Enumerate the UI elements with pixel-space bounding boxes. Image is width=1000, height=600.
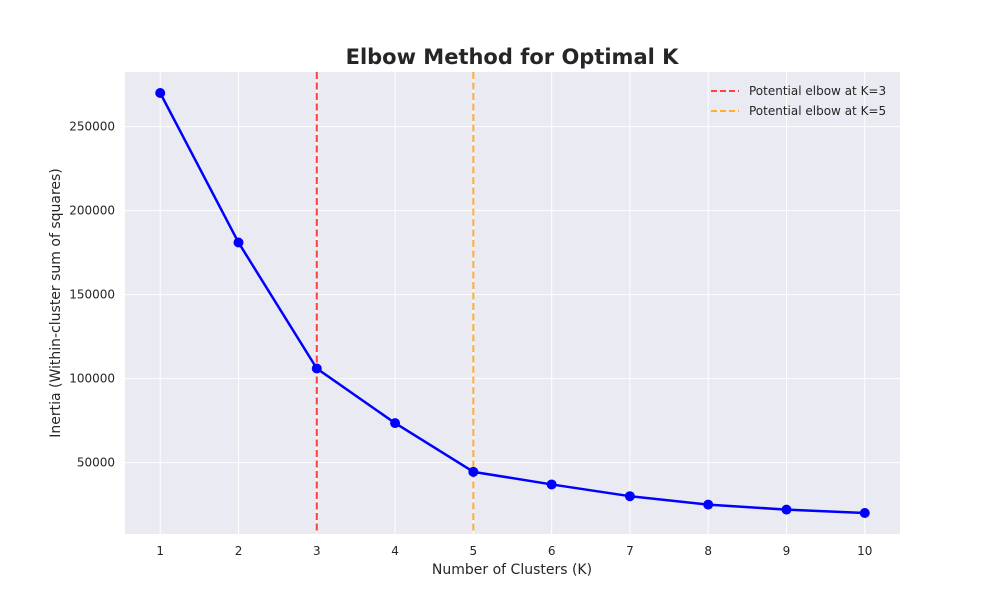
data-point	[781, 504, 792, 515]
series-line	[159, 92, 865, 515]
y-tick-labels: 50000 100000 150000 200000 250000	[69, 120, 115, 470]
x-tick-label: 8	[704, 544, 712, 558]
data-point	[311, 363, 322, 374]
elbow-lines	[315, 72, 475, 534]
y-axis-label: Inertia (Within-cluster sum of squares)	[48, 168, 64, 438]
x-tick-label: 3	[313, 544, 321, 558]
y-tick-label: 100000	[69, 372, 115, 386]
x-tick-label: 6	[548, 544, 556, 558]
data-point	[703, 499, 714, 510]
data-point	[468, 466, 479, 477]
x-tick-labels: 1 2 3 4 5 6 7 8 9 10	[156, 544, 872, 558]
x-tick-label: 2	[235, 544, 243, 558]
legend-label-k5: Potential elbow at K=5	[749, 104, 886, 118]
data-point	[233, 237, 244, 248]
x-tick-label: 5	[470, 544, 478, 558]
chart-title: Elbow Method for Optimal K	[346, 45, 680, 69]
legend-label-k3: Potential elbow at K=3	[749, 84, 886, 98]
data-point	[546, 479, 557, 490]
y-tick-label: 50000	[77, 456, 115, 470]
y-tick-label: 200000	[69, 204, 115, 218]
plot-area	[125, 72, 900, 534]
x-tick-label: 4	[391, 544, 399, 558]
x-tick-label: 9	[783, 544, 791, 558]
data-point	[155, 88, 166, 98]
data-point	[390, 418, 401, 429]
x-tick-label: 10	[857, 544, 872, 558]
legend: Potential elbow at K=3 Potential elbow a…	[711, 84, 886, 118]
series-group	[155, 88, 870, 518]
y-tick-label: 250000	[69, 120, 115, 134]
x-tick-label: 1	[156, 544, 164, 558]
x-axis-label: Number of Clusters (K)	[432, 562, 592, 578]
y-tick-label: 150000	[69, 288, 115, 302]
data-point	[624, 491, 635, 502]
data-point	[859, 508, 870, 518]
x-tick-label: 7	[626, 544, 634, 558]
